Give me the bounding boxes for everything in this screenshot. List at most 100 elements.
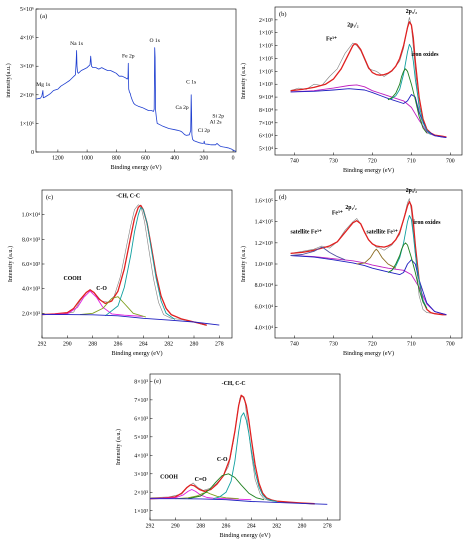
y-axis-label: Intensity (a.u.) [240, 63, 247, 99]
y-tick-label: 9×10⁴ [259, 95, 273, 101]
y-tick-label: 4.0×10⁴ [255, 325, 273, 331]
plot-frame [149, 373, 341, 521]
x-axis-label: Binding energy (eV) [110, 164, 161, 171]
peak-annotation: 2p₁/₂ [345, 205, 356, 211]
peak-annotation: satellite Fe³⁺ [366, 228, 397, 235]
peak-annotation: iron oxides [413, 220, 441, 226]
y-tick-label: 4×10³ [134, 453, 148, 459]
y-tick-label: 3×10⁶ [20, 64, 34, 70]
series-line-background [42, 314, 220, 326]
panel-label: (a) [40, 13, 47, 20]
y-tick-label: 7×10³ [134, 398, 148, 404]
series-line-C-C [213, 412, 277, 502]
series-line-C-C [105, 206, 176, 320]
peak-annotation: Si 2p [212, 114, 224, 120]
peak-annotation: -CH, C-C [222, 381, 246, 387]
y-tick-label: 1×10⁶ [20, 121, 34, 127]
y-tick-label: 6.0×10⁴ [255, 304, 273, 310]
x-tick-label: 700 [446, 159, 455, 165]
y-tick-label: 7×10⁴ [259, 121, 273, 127]
peak-annotation: 2p₃/₂ [406, 9, 417, 15]
x-tick-label: 700 [446, 342, 455, 348]
series-line-raw [41, 204, 207, 326]
series-line-raw [290, 16, 447, 138]
peak-annotation: O 1s [149, 38, 159, 44]
x-tick-label: 730 [329, 159, 338, 165]
y-tick-label: 1×10⁵ [259, 31, 273, 37]
peak-annotation: Fe³⁺ [332, 209, 343, 216]
x-tick-label: 282 [272, 524, 281, 530]
x-tick-label: 286 [114, 342, 123, 348]
series-line-spectrum [35, 47, 237, 152]
x-axis-label: Binding energy (eV) [219, 532, 270, 539]
x-axis-label: Binding energy (eV) [343, 167, 394, 174]
x-tick-label: 290 [63, 342, 72, 348]
y-tick-label: 1.6×10⁵ [255, 199, 273, 205]
series-line-C-O [79, 296, 147, 318]
panel-label: (d) [279, 194, 286, 201]
peak-annotation: COOH [64, 276, 82, 282]
y-tick-label: 4×10⁶ [20, 36, 34, 42]
y-tick-label: 1×10⁵ [259, 44, 273, 50]
peak-annotation: COOH [160, 474, 178, 480]
series-line-satellite-719 [356, 248, 397, 269]
y-tick-label: 1.2×10⁵ [255, 241, 273, 247]
series-line-fit [290, 21, 447, 138]
series-line-fit [290, 200, 447, 316]
peak-annotation: Mg 1s [36, 82, 50, 88]
x-tick-label: 720 [368, 342, 377, 348]
y-tick-label: 1×10³ [134, 509, 148, 515]
x-tick-label: 290 [171, 524, 180, 530]
x-tick-label: 292 [38, 342, 47, 348]
series-line-background [150, 498, 328, 505]
x-tick-label: 600 [141, 156, 150, 162]
series-line-background [290, 255, 447, 316]
peak-annotation: C-O [217, 457, 228, 463]
plot-frame [35, 8, 237, 153]
x-tick-label: 1000 [81, 156, 93, 162]
x-tick-label: 0 [232, 156, 235, 162]
series-line-COOH [149, 489, 252, 501]
x-tick-label: 710 [407, 342, 416, 348]
x-tick-label: 730 [329, 342, 338, 348]
x-tick-label: 710 [407, 159, 416, 165]
peak-annotation: Ca 2p [176, 105, 189, 111]
chart-panel-e: 292 290 288 286 284 282 280 278 1×10³ 2×10³ 3×10³ 4… [115, 373, 341, 539]
panel-label: (c) [46, 194, 53, 201]
y-tick-label: 1×10⁵ [259, 82, 273, 88]
series-line-COOH [41, 290, 144, 317]
y-axis-label: Intensity (a.u.) [7, 246, 14, 282]
x-tick-label: 400 [170, 156, 179, 162]
y-tick-label: 1.0×10⁵ [255, 262, 273, 268]
peak-annotation: C=O [195, 477, 207, 483]
panel-label: (b) [279, 11, 286, 18]
peak-annotation: C-O [96, 286, 107, 292]
y-tick-label: 8×10³ [134, 379, 148, 385]
plot-frame [274, 6, 463, 156]
y-tick-label: 6.0×10³ [22, 262, 40, 268]
x-tick-label: 282 [164, 342, 173, 348]
peak-annotation: satellite Fe³⁺ [290, 228, 321, 235]
chart-panel-b: 740 730 720 710 700 5×10⁴ 6×10⁴ 7×10⁴ 8×10⁴ 9×10⁴… [240, 6, 463, 174]
series-line-background [290, 84, 447, 139]
x-tick-label: 284 [139, 342, 148, 348]
y-tick-label: 6×10³ [134, 416, 148, 422]
series-line-C=O [175, 491, 239, 500]
y-tick-label: 4.0×10³ [22, 287, 40, 293]
y-axis-label: Intensity (a.u.) [115, 429, 122, 465]
x-tick-label: 200 [200, 156, 209, 162]
y-tick-label: 5×10³ [134, 435, 148, 441]
y-tick-label: 8.0×10³ [22, 237, 40, 243]
series-line-bg-lower [290, 255, 447, 316]
y-tick-label: 8×10⁴ [259, 108, 273, 114]
series-line-bg-lower [290, 88, 447, 139]
series-line-raw [290, 198, 447, 316]
y-tick-label: 2×10⁶ [20, 93, 34, 99]
y-tick-label: 1×10⁵ [259, 56, 273, 62]
x-tick-label: 286 [222, 524, 231, 530]
chart-panel-a: 1200 1000 800 600 400 200 0 0 1×10⁶ 2×10⁶ 3×10⁶ 4×1… [5, 7, 237, 171]
peak-annotation: Cl 2p [198, 128, 210, 134]
y-tick-label: 1×10⁵ [259, 69, 273, 75]
y-tick-label: 0 [31, 150, 34, 156]
